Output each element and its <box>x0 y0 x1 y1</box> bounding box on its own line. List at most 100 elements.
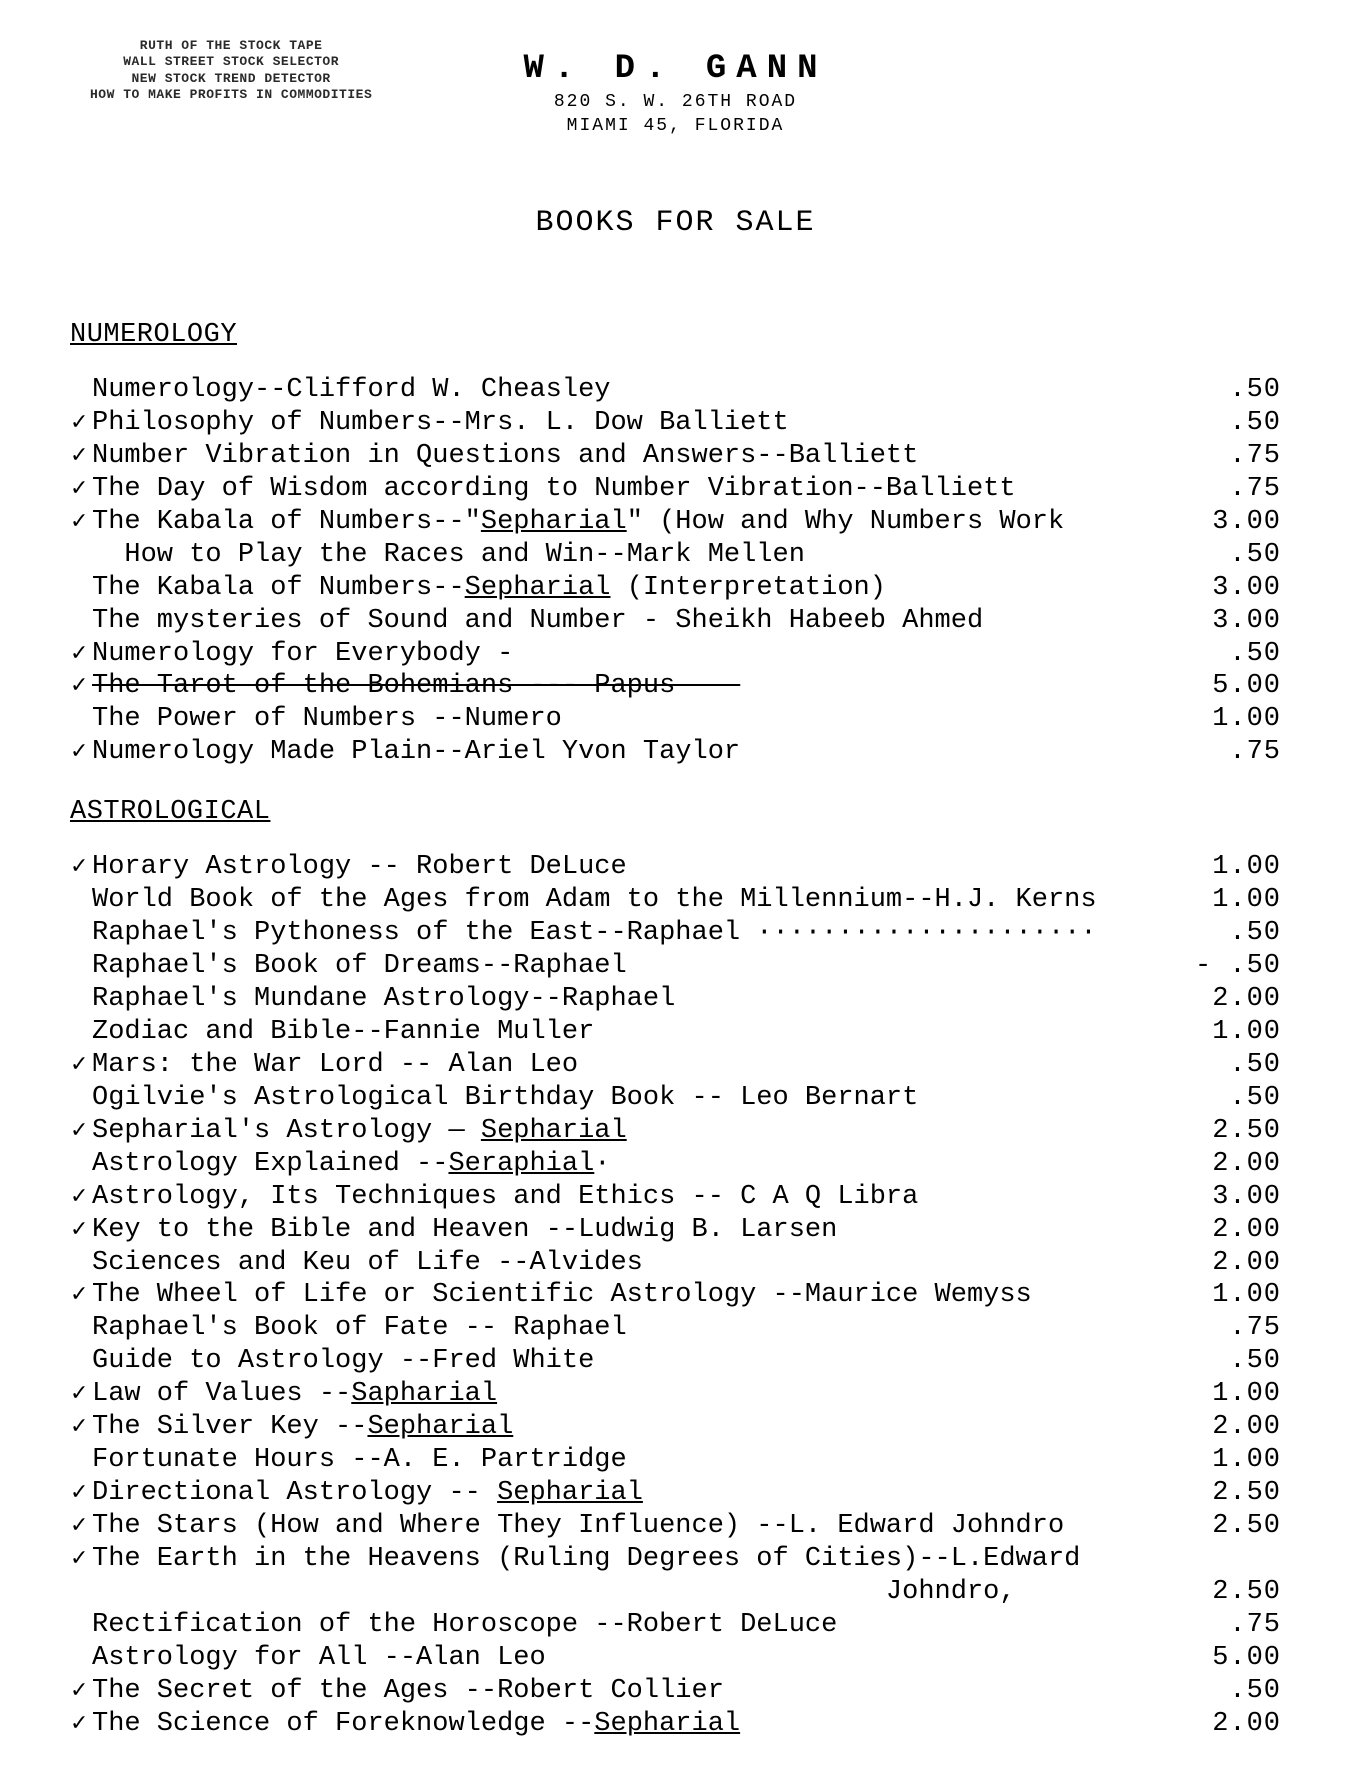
list-item: ✓The Wheel of Life or Scientific Astrolo… <box>70 1279 1281 1312</box>
item-title: Raphael's Pythoness of the East--Raphael… <box>92 917 1171 950</box>
underlined-author: Sepharial <box>481 1116 627 1146</box>
item-price: .75 <box>1171 440 1281 473</box>
list-item: ✓Horary Astrology -- Robert DeLuce1.00 <box>70 851 1281 884</box>
check-mark: ✓ <box>70 1481 92 1508</box>
list-item: Astrology Explained --Seraphial·2.00 <box>70 1148 1281 1181</box>
item-title: Law of Values --Sapharial <box>92 1378 1171 1411</box>
underlined-author: Sepharial <box>481 507 627 537</box>
title-prefix: The Silver Key -- <box>92 1412 367 1442</box>
list-item: ✓The Stars (How and Where They Influence… <box>70 1510 1281 1543</box>
list-item: Zodiac and Bible--Fannie Muller1.00 <box>70 1016 1281 1049</box>
item-title: The mysteries of Sound and Number - Shei… <box>92 605 1171 638</box>
check-mark: ✓ <box>70 642 92 669</box>
item-price: 2.00 <box>1171 1247 1281 1280</box>
underlined-author: Sapharial <box>351 1379 497 1409</box>
title-suffix: (Interpretation) <box>611 573 886 603</box>
title-prefix: Law of Values -- <box>92 1379 351 1409</box>
list-item: ✓The Day of Wisdom according to Number V… <box>70 473 1281 506</box>
item-title: Astrology for All --Alan Leo <box>92 1642 1171 1675</box>
item-title: Key to the Bible and Heaven --Ludwig B. … <box>92 1214 1171 1247</box>
item-title: How to Play the Races and Win--Mark Mell… <box>92 539 1171 572</box>
item-price: .50 <box>1171 1675 1281 1708</box>
item-price: 3.00 <box>1171 605 1281 638</box>
title-prefix: Sepharial's Astrology — <box>92 1116 481 1146</box>
check-mark: ✓ <box>70 1053 92 1080</box>
item-title: The Tarot of the Bohemians --- Papus ——— <box>92 670 1171 703</box>
underlined-author: Sepharial <box>594 1709 740 1739</box>
item-title: Guide to Astrology --Fred White <box>92 1345 1171 1378</box>
item-title: Philosophy of Numbers--Mrs. L. Dow Balli… <box>92 407 1171 440</box>
check-mark: ✓ <box>70 477 92 504</box>
title-prefix: The Kabala of Numbers-- <box>92 573 465 603</box>
item-title: Zodiac and Bible--Fannie Muller <box>92 1016 1171 1049</box>
list-item: Raphael's Book of Dreams--Raphael- .50 <box>70 950 1281 983</box>
check-mark: ✓ <box>70 510 92 537</box>
item-price: 2.50 <box>1171 1576 1281 1609</box>
list-item: Numerology--Clifford W. Cheasley.50 <box>70 374 1281 407</box>
title-prefix: Astrology Explained -- <box>92 1149 448 1179</box>
item-title: Astrology Explained --Seraphial· <box>92 1148 1171 1181</box>
list-item: ✓The Science of Foreknowledge --Sepharia… <box>70 1708 1281 1741</box>
underlined-author: Sepharial <box>465 573 611 603</box>
item-price: 5.00 <box>1171 1642 1281 1675</box>
list-item: The Kabala of Numbers--Sepharial (Interp… <box>70 572 1281 605</box>
item-price: 1.00 <box>1171 1378 1281 1411</box>
list-item: ✓Numerology for Everybody -.50 <box>70 638 1281 671</box>
list-item: ✓The Secret of the Ages --Robert Collier… <box>70 1675 1281 1708</box>
item-price: .75 <box>1171 1312 1281 1345</box>
item-title: Rectification of the Horoscope --Robert … <box>92 1609 1171 1642</box>
list-item: ✓The Tarot of the Bohemians --- Papus ——… <box>70 670 1281 703</box>
item-title: Directional Astrology -- Sepharial <box>92 1477 1171 1510</box>
page: RUTH OF THE STOCK TAPE WALL STREET STOCK… <box>0 0 1371 1771</box>
item-price: 1.00 <box>1171 1016 1281 1049</box>
item-price: .50 <box>1171 539 1281 572</box>
pub-line-2: WALL STREET STOCK SELECTOR <box>90 54 372 70</box>
item-title: The Earth in the Heavens (Ruling Degrees… <box>92 1543 1171 1576</box>
section-heading: NUMEROLOGY <box>70 320 1281 350</box>
check-mark: ✓ <box>70 1712 92 1739</box>
item-title: The Day of Wisdom according to Number Vi… <box>92 473 1171 506</box>
title-prefix: The Kabala of Numbers--" <box>92 507 481 537</box>
list-item: ✓Number Vibration in Questions and Answe… <box>70 440 1281 473</box>
item-title: The Power of Numbers --Numero <box>92 703 1171 736</box>
item-title: Johndro, <box>92 1576 1171 1609</box>
item-price: - .50 <box>1171 950 1281 983</box>
item-title: World Book of the Ages from Adam to the … <box>92 884 1171 917</box>
list-item: Guide to Astrology --Fred White.50 <box>70 1345 1281 1378</box>
list-item: ✓Key to the Bible and Heaven --Ludwig B.… <box>70 1214 1281 1247</box>
list-item: How to Play the Races and Win--Mark Mell… <box>70 539 1281 572</box>
item-title: Sciences and Keu of Life --Alvides <box>92 1247 1171 1280</box>
check-mark: ✓ <box>70 1679 92 1706</box>
item-price: .50 <box>1171 1345 1281 1378</box>
check-mark: ✓ <box>70 411 92 438</box>
list-item: ✓Astrology, Its Techniques and Ethics --… <box>70 1181 1281 1214</box>
list-item: ✓The Earth in the Heavens (Ruling Degree… <box>70 1543 1281 1576</box>
item-price: .75 <box>1171 473 1281 506</box>
item-title: The Kabala of Numbers--"Sepharial" (How … <box>92 506 1171 539</box>
item-price: 2.00 <box>1171 1148 1281 1181</box>
list-item: Raphael's Pythoness of the East--Raphael… <box>70 917 1281 950</box>
item-price: 2.00 <box>1171 1214 1281 1247</box>
item-title: Numerology Made Plain--Ariel Yvon Taylor <box>92 736 1171 769</box>
list-item: ✓The Kabala of Numbers--"Sepharial" (How… <box>70 506 1281 539</box>
list-item: Raphael's Book of Fate -- Raphael.75 <box>70 1312 1281 1345</box>
section-heading: ASTROLOGICAL <box>70 797 1281 827</box>
item-price: 2.00 <box>1171 1708 1281 1741</box>
check-mark: ✓ <box>70 1415 92 1442</box>
item-price: .50 <box>1171 917 1281 950</box>
check-mark: ✓ <box>70 1382 92 1409</box>
list-item: ✓Numerology Made Plain--Ariel Yvon Taylo… <box>70 736 1281 769</box>
item-title: The Wheel of Life or Scientific Astrolog… <box>92 1279 1171 1312</box>
underlined-author: Sepharial <box>367 1412 513 1442</box>
check-mark: ✓ <box>70 1514 92 1541</box>
item-title: Numerology for Everybody - <box>92 638 1171 671</box>
list-item: ✓The Silver Key --Sepharial2.00 <box>70 1411 1281 1444</box>
item-price: .50 <box>1171 1082 1281 1115</box>
item-price: .50 <box>1171 407 1281 440</box>
list-item: Sciences and Keu of Life --Alvides2.00 <box>70 1247 1281 1280</box>
item-price: 3.00 <box>1171 1181 1281 1214</box>
list-item: Astrology for All --Alan Leo5.00 <box>70 1642 1281 1675</box>
item-title: Mars: the War Lord -- Alan Leo <box>92 1049 1171 1082</box>
item-price: 1.00 <box>1171 884 1281 917</box>
item-title: Fortunate Hours --A. E. Partridge <box>92 1444 1171 1477</box>
